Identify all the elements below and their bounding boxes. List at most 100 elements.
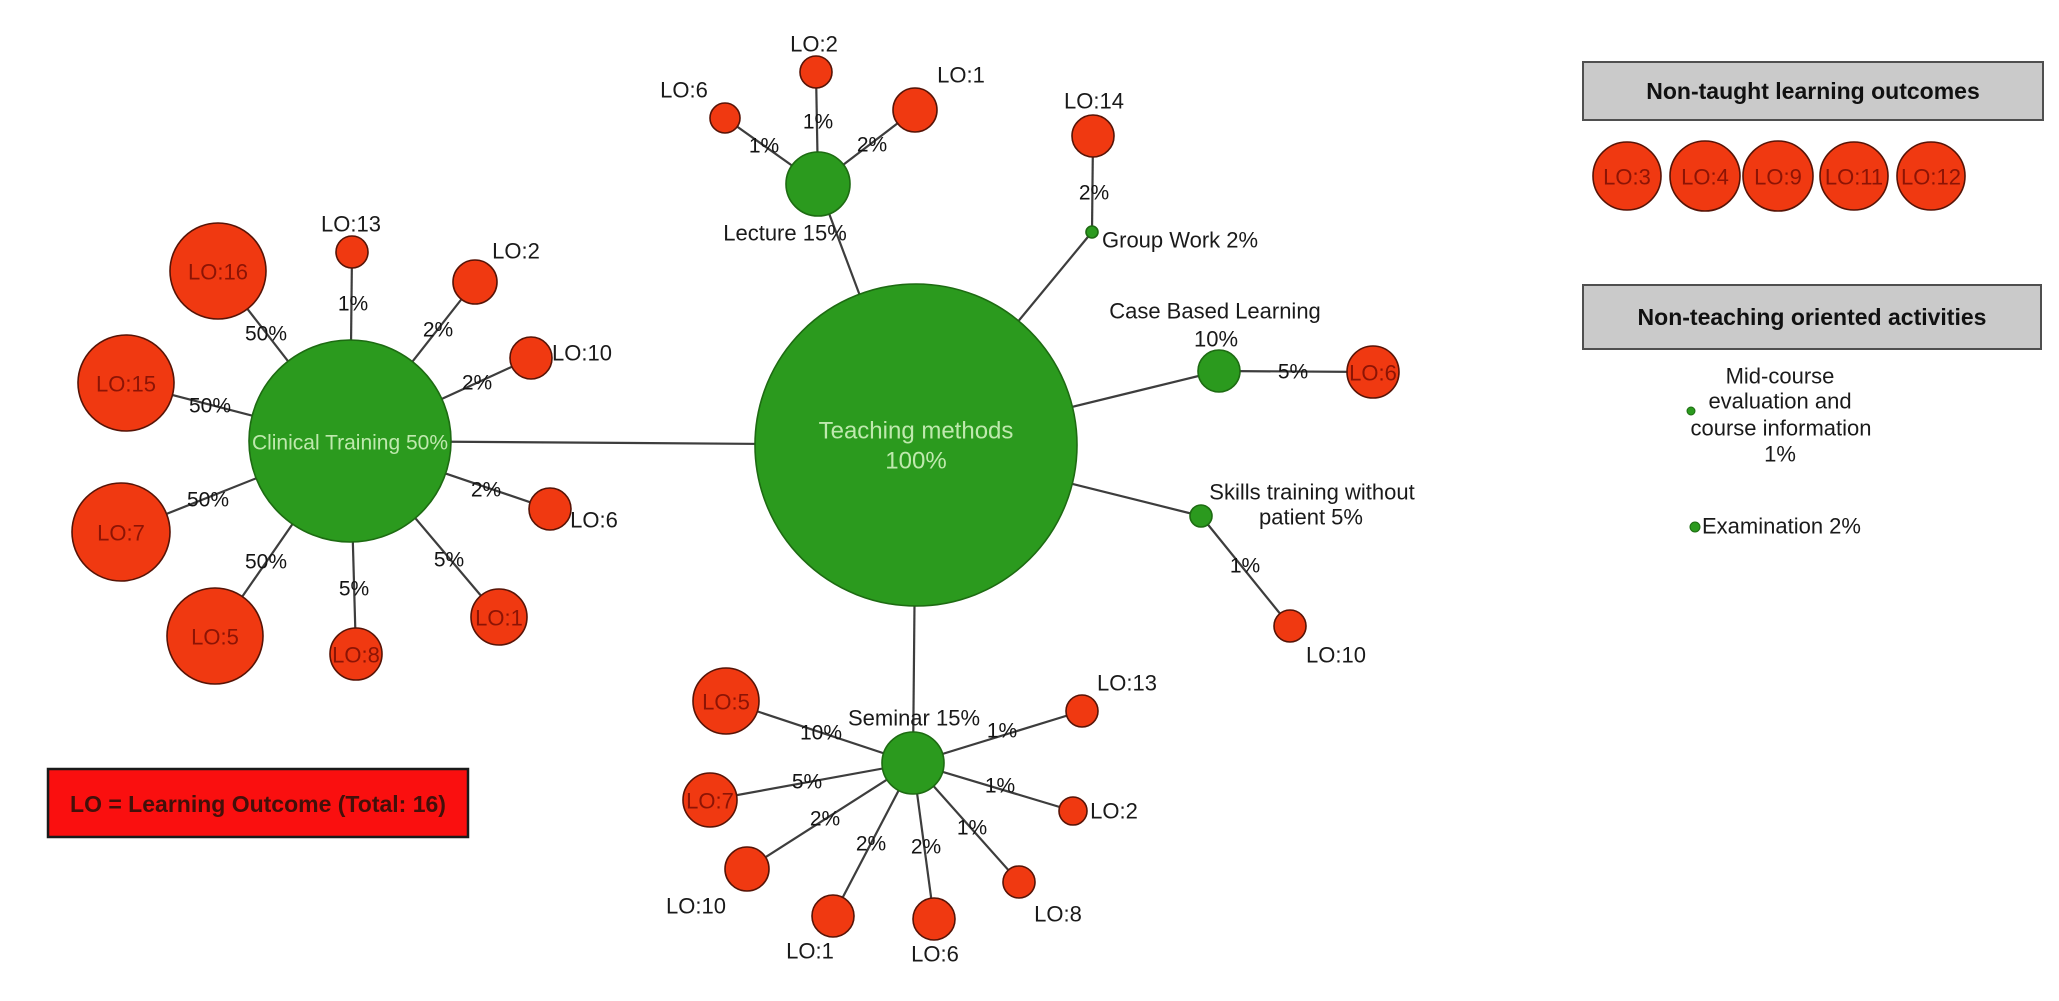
edge-label-group-work-lo14: 2% [1079, 182, 1109, 205]
label-lec-lo1: LO:1 [937, 63, 985, 88]
node-sem-lo2 [1058, 796, 1088, 826]
node-ct-lo1 [470, 588, 528, 646]
edge-seminar-sem-lo10 [746, 762, 914, 870]
node-cbl-lo6 [1346, 345, 1400, 399]
label-ct-lo1: LO:1 [475, 606, 523, 631]
legend-lo-label-3: LO:11 [1825, 165, 1883, 190]
label-sem-lo10: LO:10 [666, 894, 726, 919]
node-sem-lo1 [811, 894, 855, 938]
label-sem-lo7: LO:7 [686, 789, 734, 814]
label-teaching-methods-1: 100% [885, 448, 946, 475]
edge-label-case-based-learning-cbl-lo6: 5% [1278, 361, 1308, 384]
label-lec-lo2: LO:2 [790, 32, 838, 57]
node-lo14 [1071, 114, 1115, 158]
edge-seminar-sem-lo7 [709, 761, 914, 802]
legend-lo-label-2: LO:9 [1754, 165, 1802, 190]
edge-label-clinical-training-ct-lo15: 50% [189, 395, 231, 418]
label-case-based-learning-0: Case Based Learning [1109, 299, 1321, 324]
node-ct-lo13 [335, 235, 369, 269]
legend-title-non-teaching: Non-teaching oriented activities [1638, 304, 1987, 330]
edge-label-clinical-training-ct-lo6: 2% [471, 479, 501, 502]
edge-label-clinical-training-ct-lo7: 50% [187, 489, 229, 512]
node-seminar [881, 731, 945, 795]
label-ct-lo6: LO:6 [570, 508, 618, 533]
label-ct-lo13: LO:13 [321, 212, 381, 237]
edge-label-clinical-training-ct-lo13: 1% [338, 293, 368, 316]
edge-label-seminar-sem-lo5: 10% [800, 722, 842, 745]
node-ct-lo7 [71, 482, 171, 582]
node-case-based-learning [1197, 349, 1241, 393]
label-clinical-training: Clinical Training 50% [252, 432, 448, 455]
node-st-lo10 [1273, 609, 1307, 643]
legend-box-non-taught [1582, 61, 2044, 121]
label-sem-lo2: LO:2 [1090, 799, 1138, 824]
legend-lo-label-1: LO:4 [1681, 165, 1729, 190]
edge-label-clinical-training-ct-lo5: 50% [245, 551, 287, 574]
label-lec-lo6: LO:6 [660, 78, 708, 103]
node-ct-lo16 [169, 222, 267, 320]
edge-label-seminar-sem-lo13: 1% [987, 720, 1017, 743]
node-ct-lo8 [329, 627, 383, 681]
legend-box-non-teaching [1582, 284, 2042, 350]
legend-lo-label-0: LO:3 [1603, 165, 1651, 190]
label-st-lo10: LO:10 [1306, 643, 1366, 668]
label-ct-lo16: LO:16 [188, 260, 248, 285]
label-ct-lo2: LO:2 [492, 239, 540, 264]
edge-label-clinical-training-ct-lo8: 5% [339, 578, 369, 601]
node-sem-lo8 [1002, 865, 1036, 899]
edge-label-clinical-training-ct-lo2: 2% [423, 319, 453, 342]
label-skills-training-0: Skills training without [1209, 480, 1414, 505]
activity-text-mid-course-evaluation-1: evaluation and [1708, 389, 1851, 414]
edge-label-seminar-sem-lo1: 2% [856, 833, 886, 856]
label-ct-lo8: LO:8 [332, 643, 380, 668]
legend-lo-label-4: LO:12 [1901, 165, 1961, 190]
legend-title-non-taught: Non-taught learning outcomes [1646, 78, 1980, 104]
legend-lo-circle-2 [1742, 140, 1814, 212]
node-skills-training [1189, 504, 1213, 528]
label-sem-lo6: LO:6 [911, 942, 959, 967]
label-ct-lo5: LO:5 [191, 625, 239, 650]
activity-dot-mid-course-evaluation [1686, 406, 1696, 416]
node-lec-lo6 [709, 102, 741, 134]
label-case-based-learning-1: 10% [1194, 327, 1238, 352]
note-box [46, 767, 470, 839]
node-ct-lo10 [509, 336, 553, 380]
edge-label-seminar-sem-lo7: 5% [792, 771, 822, 794]
node-clinical-training [248, 339, 452, 543]
edge-label-seminar-sem-lo10: 2% [810, 808, 840, 831]
node-sem-lo5 [692, 667, 760, 735]
node-lec-lo2 [799, 55, 833, 89]
activity-text-examination-0: Examination 2% [1702, 514, 1861, 539]
label-lo14: LO:14 [1064, 89, 1124, 114]
edge-label-seminar-sem-lo2: 1% [985, 775, 1015, 798]
node-lecture [785, 151, 851, 217]
label-ct-lo10: LO:10 [552, 341, 612, 366]
node-sem-lo7 [682, 772, 738, 828]
label-sem-lo5: LO:5 [702, 690, 750, 715]
legend-lo-circle-0 [1592, 141, 1662, 211]
label-ct-lo15: LO:15 [96, 372, 156, 397]
edge-label-seminar-sem-lo6: 2% [911, 836, 941, 859]
label-sem-lo13: LO:13 [1097, 671, 1157, 696]
node-ct-lo5 [166, 587, 264, 685]
edge-label-lecture-lec-lo2: 1% [803, 111, 833, 134]
edge-label-lecture-lec-lo6: 1% [749, 135, 779, 158]
label-group-work: Group Work 2% [1102, 228, 1258, 253]
edge-label-skills-training-st-lo10: 1% [1230, 555, 1260, 578]
label-seminar: Seminar 15% [848, 706, 980, 731]
legend-lo-circle-3 [1819, 141, 1889, 211]
node-ct-lo2 [452, 259, 498, 305]
label-cbl-lo6: LO:6 [1349, 361, 1397, 386]
label-lecture: Lecture 15% [723, 221, 847, 246]
activity-dot-examination [1689, 521, 1701, 533]
activity-text-mid-course-evaluation-0: Mid-course [1726, 364, 1835, 389]
legend-lo-circle-1 [1669, 140, 1741, 212]
activity-text-mid-course-evaluation-2: course information [1691, 416, 1872, 441]
activity-text-mid-course-evaluation-3: 1% [1764, 442, 1796, 467]
edge-label-seminar-sem-lo8: 1% [957, 817, 987, 840]
edge-skills-training-st-lo10 [1200, 515, 1291, 627]
node-sem-lo13 [1065, 694, 1099, 728]
edge-label-clinical-training-ct-lo16: 50% [245, 323, 287, 346]
note-text: LO = Learning Outcome (Total: 16) [70, 791, 446, 817]
